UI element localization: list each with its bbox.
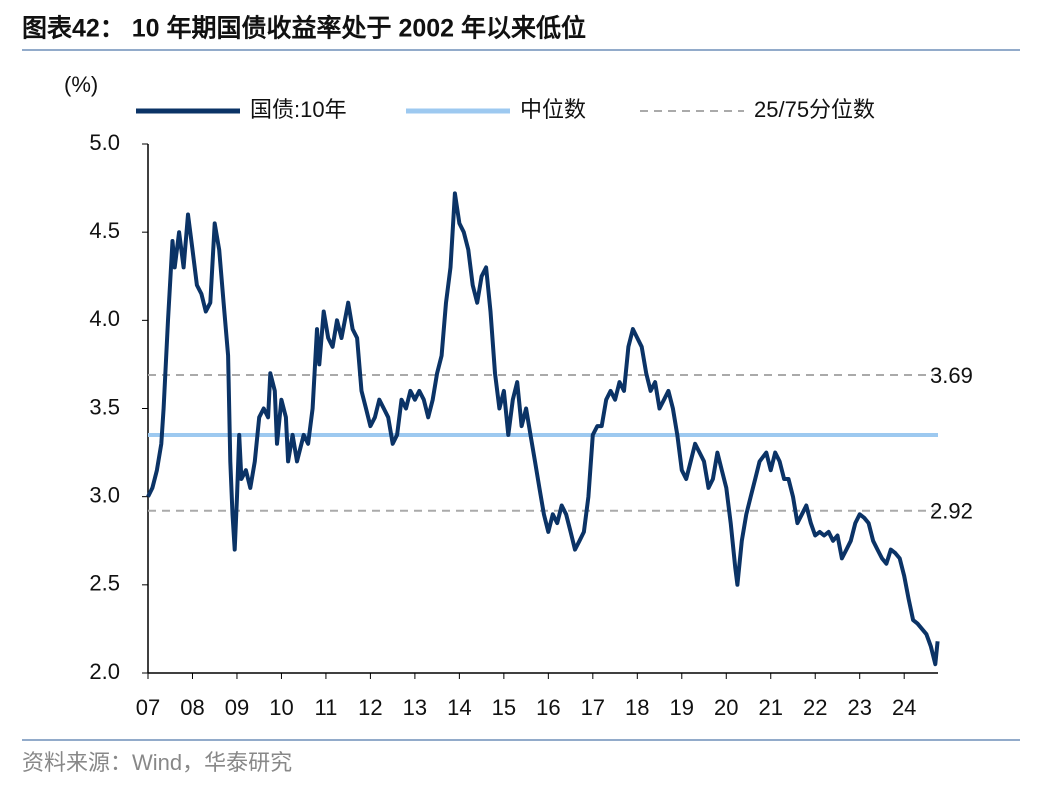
y-tick-label: 4.5 [89,218,120,243]
x-tick-label: 20 [714,695,738,720]
x-tick-label: 18 [625,695,649,720]
y-tick-label: 5.0 [89,130,120,155]
x-tick-label: 22 [803,695,827,720]
quantile-label: 3.69 [930,363,973,388]
chart-title: 图表42： 10 年期国债收益率处于 2002 年以来低位 [22,14,586,43]
series-line [146,191,940,667]
x-tick-label: 11 [315,695,338,720]
x-tick-label: 15 [492,695,516,720]
x-tick-label: 19 [670,695,694,720]
x-tick-label: 12 [358,695,382,720]
x-tick-label: 09 [225,695,249,720]
x-tick-label: 23 [847,695,871,720]
y-unit: (%) [64,72,98,97]
legend-label: 25/75分位数 [754,97,875,122]
y-tick-label: 4.0 [89,306,120,331]
x-tick-label: 07 [136,695,160,720]
legend-label: 国债:10年 [250,97,347,122]
y-tick-label: 3.5 [89,394,120,419]
y-tick-label: 2.5 [89,571,120,596]
y-tick-label: 2.0 [89,659,120,684]
x-tick-label: 13 [403,695,427,720]
x-tick-label: 17 [581,695,605,720]
source: 资料来源：Wind，华泰研究 [22,750,292,775]
legend-label: 中位数 [520,97,586,122]
x-tick-label: 14 [447,695,471,720]
y-tick-label: 3.0 [89,482,120,507]
quantile-label: 2.92 [930,499,973,524]
x-tick-label: 16 [536,695,560,720]
x-tick-label: 24 [892,695,916,720]
x-tick-label: 21 [759,695,783,720]
x-tick-label: 10 [269,695,293,720]
x-tick-label: 08 [180,695,204,720]
